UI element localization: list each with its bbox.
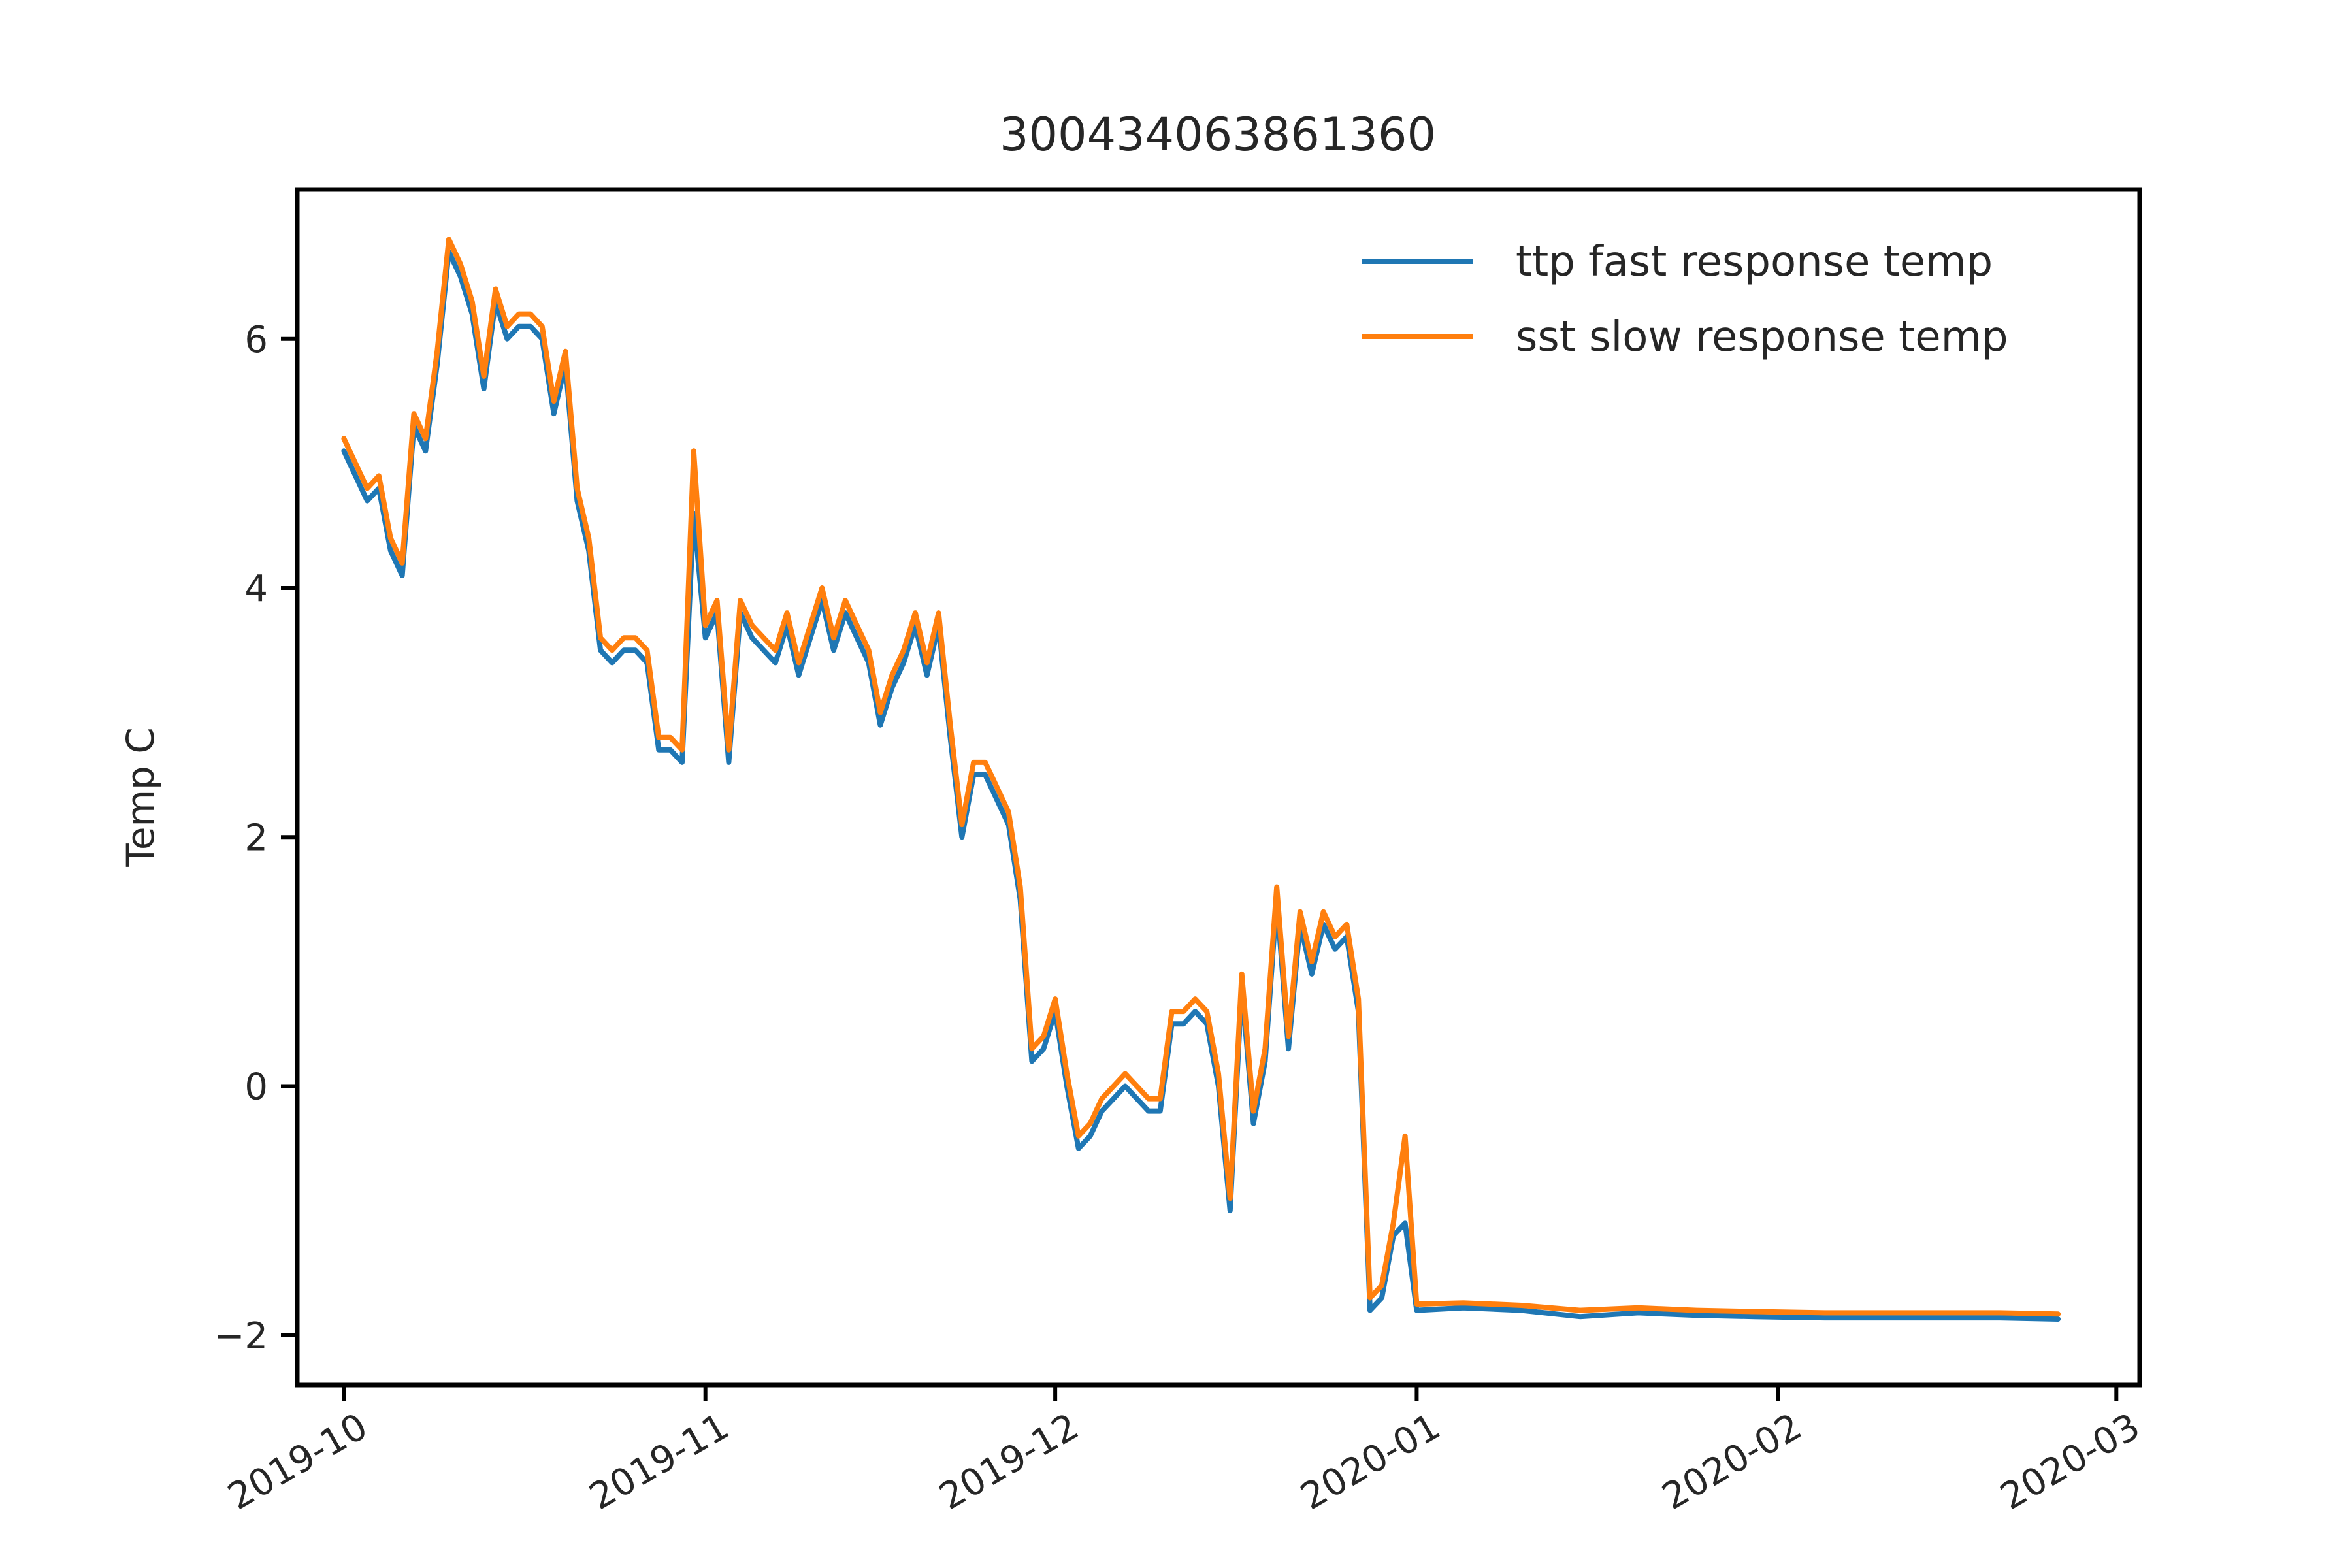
legend-label-ttp: ttp fast response temp (1516, 238, 1993, 286)
series-line-sst (341, 237, 2061, 1317)
y-tick-label: 2 (244, 817, 268, 859)
x-tick-label: 2020-01 (1294, 1405, 1447, 1518)
x-tick-label: 2019-12 (932, 1405, 1086, 1518)
y-tick-label: 0 (244, 1066, 268, 1109)
series-line-ttp (341, 249, 2061, 1322)
y-tick-label: −2 (214, 1315, 268, 1358)
series-layer (341, 237, 2061, 1322)
y-tick-label: 4 (244, 568, 268, 610)
x-tick-label: 2020-03 (1993, 1405, 2147, 1518)
legend-label-sst: sst slow response temp (1516, 313, 2008, 361)
y-tick-label: 6 (244, 319, 268, 361)
axes-layer: −2 0 2 4 6 2019-10 2019-11 2019-12 2020-01 2020-0… (214, 319, 2147, 1518)
y-axis-label: Temp C (118, 727, 163, 868)
x-tick-label: 2020-02 (1656, 1405, 1809, 1518)
x-tick-label: 2019-11 (583, 1405, 736, 1518)
x-tick-label: 2019-10 (221, 1405, 374, 1518)
plot-frame (295, 187, 2142, 1388)
legend: ttp fast response temp sst slow response… (1362, 238, 2008, 361)
chart-title: 300434063861360 (1000, 108, 1436, 161)
